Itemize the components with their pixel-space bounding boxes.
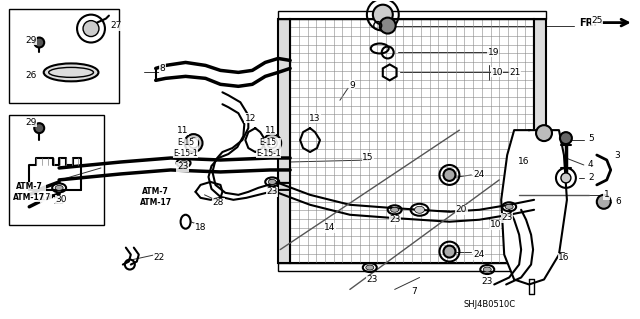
- Circle shape: [373, 5, 393, 25]
- Text: 7: 7: [412, 287, 417, 296]
- Bar: [10, 9, 119, 103]
- Text: 12: 12: [244, 114, 256, 123]
- Ellipse shape: [44, 63, 99, 81]
- Text: 2: 2: [588, 174, 594, 182]
- Circle shape: [35, 123, 44, 133]
- Ellipse shape: [268, 179, 276, 184]
- Polygon shape: [501, 130, 567, 285]
- Text: 8: 8: [160, 64, 166, 73]
- Text: 16: 16: [518, 158, 530, 167]
- Text: SHJ4B0510C: SHJ4B0510C: [463, 300, 515, 309]
- Text: FR.: FR.: [579, 18, 596, 28]
- Circle shape: [561, 173, 571, 183]
- Text: 16: 16: [558, 253, 570, 262]
- Circle shape: [184, 134, 202, 152]
- Circle shape: [560, 132, 572, 144]
- Text: 3: 3: [614, 151, 620, 160]
- Text: 10: 10: [490, 220, 501, 229]
- Text: E-15
E-15-1: E-15 E-15-1: [173, 138, 198, 158]
- Text: 9: 9: [349, 81, 355, 90]
- Circle shape: [536, 125, 552, 141]
- Ellipse shape: [415, 206, 424, 213]
- Circle shape: [268, 138, 277, 148]
- Text: 20: 20: [456, 205, 467, 214]
- Circle shape: [35, 38, 44, 48]
- Text: 6: 6: [616, 197, 621, 206]
- Text: 26: 26: [26, 71, 37, 80]
- Bar: [278, 263, 546, 271]
- Text: 18: 18: [195, 223, 206, 232]
- Circle shape: [189, 138, 198, 148]
- Text: 23: 23: [266, 187, 278, 197]
- Text: 11: 11: [177, 126, 188, 135]
- Text: 23: 23: [177, 162, 188, 172]
- Bar: [10, 115, 104, 225]
- Ellipse shape: [180, 160, 188, 166]
- Circle shape: [596, 195, 611, 209]
- Text: 13: 13: [309, 114, 321, 123]
- Text: 17: 17: [40, 193, 52, 202]
- Text: 23: 23: [366, 275, 378, 284]
- Text: E-15
E-15-1: E-15 E-15-1: [256, 138, 280, 158]
- Ellipse shape: [366, 265, 374, 270]
- Text: 11: 11: [264, 126, 276, 135]
- Text: 29: 29: [26, 36, 37, 45]
- Text: 24: 24: [474, 250, 485, 259]
- Ellipse shape: [483, 267, 492, 272]
- Text: 1: 1: [604, 190, 610, 199]
- Text: 27: 27: [110, 21, 122, 30]
- Bar: [534, 19, 546, 263]
- Text: 5: 5: [588, 134, 594, 143]
- Bar: [278, 19, 290, 263]
- Text: 14: 14: [324, 223, 335, 232]
- Text: 19: 19: [488, 48, 499, 57]
- Circle shape: [83, 21, 99, 37]
- Ellipse shape: [55, 185, 63, 190]
- Text: 10: 10: [492, 68, 503, 77]
- Text: 29: 29: [26, 118, 37, 127]
- Circle shape: [380, 18, 396, 33]
- Bar: [290, 19, 534, 263]
- Circle shape: [444, 246, 456, 257]
- Text: 25: 25: [591, 16, 602, 25]
- Text: ATM-7
ATM-17: ATM-7 ATM-17: [13, 182, 45, 202]
- Text: 15: 15: [362, 152, 374, 161]
- Bar: [278, 11, 546, 19]
- Text: 21: 21: [509, 68, 521, 77]
- Text: 4: 4: [588, 160, 594, 169]
- Text: 23: 23: [502, 213, 513, 222]
- Text: 28: 28: [212, 198, 224, 207]
- Text: 24: 24: [474, 170, 485, 179]
- Text: 23: 23: [389, 215, 401, 224]
- Text: 23: 23: [54, 197, 65, 206]
- Ellipse shape: [390, 207, 399, 212]
- Text: 22: 22: [153, 253, 164, 262]
- Circle shape: [263, 134, 281, 152]
- Text: ATM-7
ATM-17: ATM-7 ATM-17: [140, 187, 172, 206]
- Circle shape: [444, 169, 456, 181]
- Text: 23: 23: [481, 277, 493, 286]
- Ellipse shape: [505, 204, 513, 209]
- Text: 30: 30: [56, 195, 67, 204]
